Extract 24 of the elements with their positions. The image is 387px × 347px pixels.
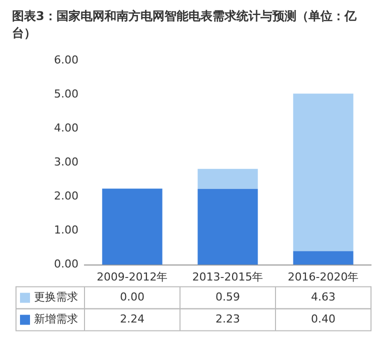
bar [293, 251, 354, 265]
x-tick-label: 2016-2020年 [288, 270, 359, 284]
bar [198, 168, 258, 189]
bar [293, 94, 354, 252]
y-tick-label: 5.00 [54, 87, 78, 100]
y-tick-label: 1.00 [54, 224, 78, 237]
legend-label: 更换需求 [34, 290, 78, 304]
x-tick-label: 2009-2012年 [96, 270, 168, 284]
data-label: 4.63 [311, 290, 336, 304]
bar [102, 188, 162, 265]
chart-title: 图表3：国家电网和南方电网智能电表需求统计与预测（单位：亿台） [12, 8, 358, 42]
bar [198, 188, 258, 265]
data-label: 2.24 [120, 312, 144, 326]
y-tick-label: 4.00 [54, 122, 78, 135]
y-tick-label: 3.00 [54, 156, 78, 169]
legend-label: 新增需求 [34, 312, 78, 326]
data-label: 0.40 [311, 312, 336, 326]
y-tick-label: 6.00 [54, 53, 78, 66]
data-label: 2.23 [215, 312, 240, 326]
y-tick-label: 0.00 [54, 258, 78, 271]
y-tick-label: 2.00 [54, 190, 78, 203]
x-tick-label: 2013-2015年 [192, 270, 264, 284]
data-label: 0.59 [215, 290, 240, 304]
data-label: 0.00 [120, 290, 144, 304]
